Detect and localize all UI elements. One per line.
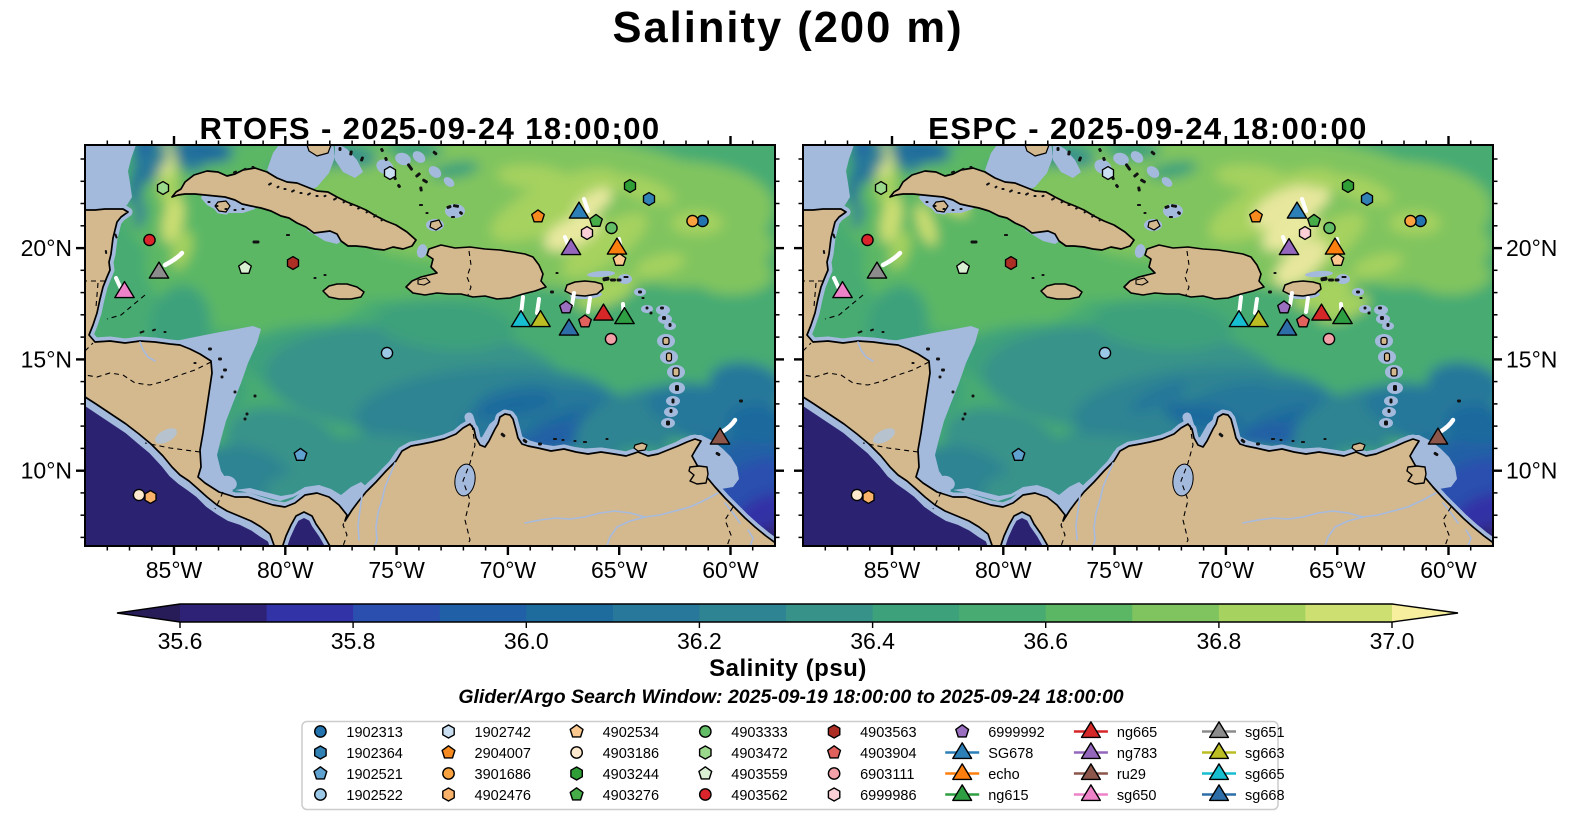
svg-text:37.0: 37.0 (1370, 628, 1415, 654)
svg-text:3901686: 3901686 (475, 767, 531, 783)
svg-text:2904007: 2904007 (475, 746, 531, 762)
svg-text:ESPC - 2025-09-24 18:00:00: ESPC - 2025-09-24 18:00:00 (928, 111, 1368, 146)
svg-text:ru29: ru29 (1117, 767, 1146, 783)
svg-text:36.2: 36.2 (677, 628, 722, 654)
svg-text:ng665: ng665 (1117, 725, 1157, 741)
svg-text:4903276: 4903276 (603, 788, 659, 804)
svg-text:4903562: 4903562 (731, 788, 787, 804)
svg-text:70°W: 70°W (1198, 557, 1255, 583)
svg-text:36.0: 36.0 (504, 628, 549, 654)
svg-text:10°N: 10°N (1506, 458, 1557, 484)
svg-text:Glider/Argo Search Window: 202: Glider/Argo Search Window: 2025-09-19 18… (458, 686, 1123, 708)
svg-text:36.8: 36.8 (1197, 628, 1242, 654)
svg-text:80°W: 80°W (975, 557, 1032, 583)
svg-text:4902534: 4902534 (603, 725, 659, 741)
svg-text:4903186: 4903186 (603, 746, 659, 762)
svg-text:sg665: sg665 (1245, 767, 1285, 783)
svg-text:echo: echo (988, 767, 1019, 783)
svg-text:10°N: 10°N (21, 458, 72, 484)
svg-text:65°W: 65°W (591, 557, 648, 583)
svg-text:4903333: 4903333 (731, 725, 787, 741)
svg-text:60°W: 60°W (1420, 557, 1477, 583)
svg-text:sg650: sg650 (1117, 788, 1157, 804)
svg-text:35.6: 35.6 (158, 628, 203, 654)
svg-text:15°N: 15°N (21, 346, 72, 372)
svg-text:6903111: 6903111 (860, 767, 914, 783)
svg-text:1902521: 1902521 (346, 767, 402, 783)
svg-text:sg668: sg668 (1245, 788, 1285, 804)
svg-text:4903904: 4903904 (860, 746, 916, 762)
svg-text:36.6: 36.6 (1023, 628, 1068, 654)
svg-text:36.4: 36.4 (850, 628, 895, 654)
svg-text:1902522: 1902522 (346, 788, 402, 804)
svg-text:4902476: 4902476 (475, 788, 531, 804)
svg-text:85°W: 85°W (146, 557, 203, 583)
svg-text:15°N: 15°N (1506, 346, 1557, 372)
svg-text:Salinity (psu): Salinity (psu) (709, 655, 867, 682)
svg-text:SG678: SG678 (988, 746, 1033, 762)
svg-text:65°W: 65°W (1309, 557, 1366, 583)
svg-text:20°N: 20°N (21, 235, 72, 261)
svg-text:75°W: 75°W (368, 557, 425, 583)
svg-text:ng615: ng615 (988, 788, 1028, 804)
svg-text:4903559: 4903559 (731, 767, 787, 783)
svg-text:6999986: 6999986 (860, 788, 916, 804)
svg-text:1902364: 1902364 (346, 746, 402, 762)
svg-text:6999992: 6999992 (988, 725, 1044, 741)
svg-text:70°W: 70°W (480, 557, 537, 583)
svg-text:85°W: 85°W (864, 557, 921, 583)
svg-text:20°N: 20°N (1506, 235, 1557, 261)
svg-text:4903244: 4903244 (603, 767, 659, 783)
svg-text:ng783: ng783 (1117, 746, 1157, 762)
svg-text:1902313: 1902313 (346, 725, 402, 741)
svg-text:75°W: 75°W (1086, 557, 1143, 583)
svg-text:35.8: 35.8 (331, 628, 376, 654)
svg-text:4903563: 4903563 (860, 725, 916, 741)
svg-text:60°W: 60°W (702, 557, 759, 583)
svg-text:80°W: 80°W (257, 557, 314, 583)
svg-text:4903472: 4903472 (731, 746, 787, 762)
svg-text:sg663: sg663 (1245, 746, 1285, 762)
svg-text:Salinity (200 m): Salinity (200 m) (612, 4, 963, 52)
svg-text:RTOFS - 2025-09-24 18:00:00: RTOFS - 2025-09-24 18:00:00 (199, 111, 660, 146)
svg-text:1902742: 1902742 (475, 725, 531, 741)
svg-text:sg651: sg651 (1245, 725, 1285, 741)
